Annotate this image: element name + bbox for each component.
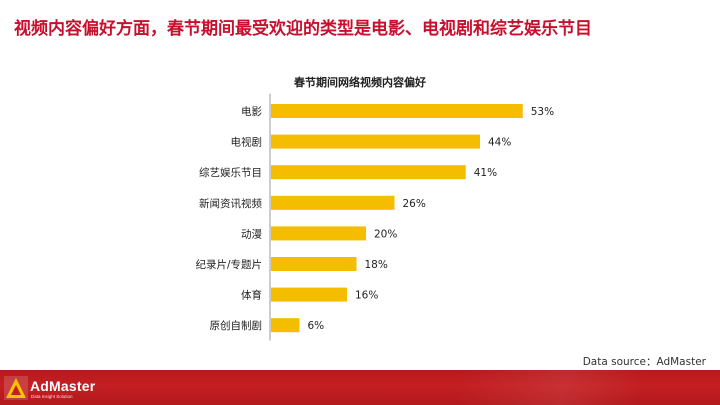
category-label: 动漫 xyxy=(241,227,262,240)
bar-chart: 电影 53% 电视剧 44% 综艺娱乐节目 41% 新闻资讯视频 26% 动漫 20% 纪录片/专题… xyxy=(195,93,554,341)
category-label: 电视剧 xyxy=(231,136,263,149)
bar-value-label: 26% xyxy=(403,198,426,210)
bar xyxy=(271,104,523,118)
bar xyxy=(271,257,357,271)
category-label: 综艺娱乐节目 xyxy=(199,166,262,179)
bar-value-label: 20% xyxy=(374,228,397,240)
bar xyxy=(271,134,480,149)
data-source-note: Data source：AdMaster xyxy=(582,356,706,368)
bar-value-label: 18% xyxy=(365,259,388,271)
slide-title: 视频内容偏好方面，春节期间最受欢迎的类型是电影、电视剧和综艺娱乐节目 xyxy=(14,19,592,39)
category-label: 原创自制剧 xyxy=(210,319,263,332)
category-label: 体育 xyxy=(241,289,262,302)
bar xyxy=(271,318,300,333)
bar xyxy=(271,226,366,241)
bar xyxy=(271,195,395,210)
footer-bar xyxy=(0,370,720,405)
bar-value-label: 53% xyxy=(531,106,554,118)
bar-value-label: 16% xyxy=(355,290,378,302)
category-label: 电影 xyxy=(241,105,262,118)
footer-brand-tagline: Data Insight Solution xyxy=(31,394,73,399)
chart-title: 春节期间网络视频内容偏好 xyxy=(294,76,426,89)
bar-value-label: 41% xyxy=(474,167,497,179)
bar-value-label: 44% xyxy=(488,137,511,149)
category-label: 纪录片/专题片 xyxy=(195,258,262,271)
admaster-logo-icon xyxy=(4,376,28,400)
bar xyxy=(271,287,347,302)
footer-brand-name: AdMaster xyxy=(30,378,96,394)
bar-value-label: 6% xyxy=(308,320,325,332)
bar xyxy=(271,165,466,180)
category-label: 新闻资讯视频 xyxy=(199,197,262,210)
